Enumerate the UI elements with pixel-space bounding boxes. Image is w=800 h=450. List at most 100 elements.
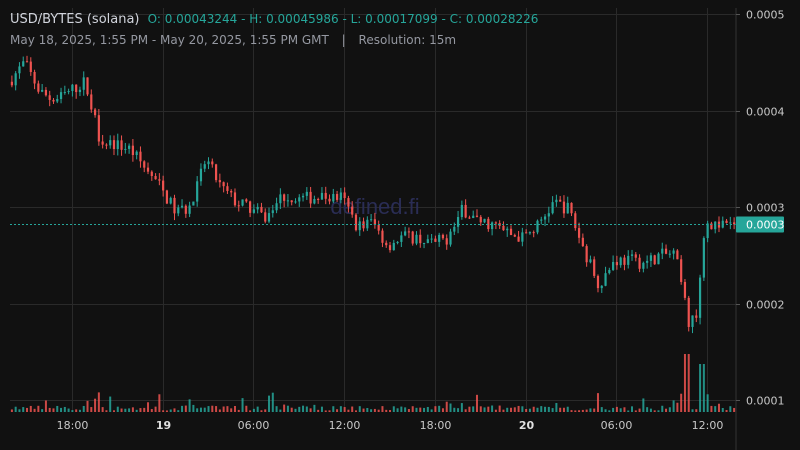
candle-body xyxy=(593,259,596,276)
volume-bar xyxy=(695,409,698,412)
candle-body xyxy=(271,210,274,214)
candle-body xyxy=(184,205,187,214)
candle-body xyxy=(116,140,119,150)
candle-body xyxy=(256,206,259,210)
volume-bar xyxy=(502,409,505,412)
current-price-label: 0.0003 xyxy=(746,219,785,232)
candle-body xyxy=(93,109,97,116)
volume-bar xyxy=(48,407,51,412)
time-tick-label: 20 xyxy=(519,419,535,432)
volume-bar xyxy=(721,407,724,412)
volume-bar xyxy=(385,409,388,412)
volume-bar xyxy=(230,408,233,412)
candle-body xyxy=(695,315,698,318)
candle-body xyxy=(649,255,653,261)
volume-bar xyxy=(528,408,531,412)
candle-body xyxy=(691,315,694,327)
volume-bar xyxy=(517,405,520,412)
candle-body xyxy=(324,192,327,199)
volume-bar xyxy=(26,407,29,412)
candle-body xyxy=(638,257,641,269)
candle-body xyxy=(559,199,562,202)
volume-bar xyxy=(415,407,418,412)
volume-bars xyxy=(10,354,736,412)
candle-body xyxy=(619,257,622,266)
candle-body xyxy=(570,202,573,214)
candle-body xyxy=(464,204,467,218)
volume-bar xyxy=(188,399,191,412)
candle-body xyxy=(199,168,203,182)
time-tick-label: 06:00 xyxy=(238,419,270,432)
volume-bar xyxy=(479,406,482,412)
volume-bar xyxy=(668,407,671,412)
volume-bar xyxy=(494,409,497,412)
candle-body xyxy=(600,285,603,289)
volume-bar xyxy=(147,402,150,412)
volume-bar xyxy=(339,406,342,412)
volume-bar xyxy=(680,393,683,412)
volume-bar xyxy=(358,406,361,412)
volume-bar xyxy=(192,404,195,412)
candle-body xyxy=(97,115,100,142)
volume-bar xyxy=(302,405,305,412)
time-tick-label: 12:00 xyxy=(329,419,361,432)
volume-bar xyxy=(305,406,308,412)
volume-bar xyxy=(249,410,252,412)
candle-body xyxy=(536,220,539,233)
candle-body xyxy=(37,83,40,92)
volume-bar xyxy=(94,398,97,412)
candle-body xyxy=(135,151,138,156)
candle-body xyxy=(612,262,615,270)
volume-bar xyxy=(196,408,199,412)
volume-bar xyxy=(33,408,36,412)
candle-body xyxy=(438,234,441,242)
candle-body xyxy=(411,231,414,244)
current-price-badge xyxy=(736,216,784,233)
candle-body xyxy=(506,228,509,231)
candle-body xyxy=(698,277,702,318)
candle-body xyxy=(581,237,584,247)
candle-body xyxy=(279,194,282,204)
volume-bar xyxy=(441,408,444,412)
time-axis: 18:00 19 06:00 12:00 18:00 20 06:00 12:00 xyxy=(57,419,724,432)
candle-body xyxy=(158,179,161,181)
candle-body xyxy=(657,253,660,265)
volume-bar xyxy=(540,406,543,412)
candle-body xyxy=(162,180,165,191)
volume-bar xyxy=(676,402,679,412)
volume-bar xyxy=(279,409,282,412)
candle-body xyxy=(196,181,199,202)
volume-bar xyxy=(559,407,562,412)
volume-bar xyxy=(589,408,592,412)
candle-body xyxy=(207,161,210,165)
header-line-2: May 18, 2025, 1:55 PM - May 20, 2025, 1:… xyxy=(10,33,456,47)
volume-bar xyxy=(366,408,369,412)
candle-body xyxy=(173,197,176,214)
candle-body xyxy=(101,141,104,145)
volume-bar xyxy=(177,410,180,412)
volume-bar xyxy=(445,401,448,412)
volume-bar xyxy=(347,409,350,412)
candle-body xyxy=(286,200,290,202)
volume-bar xyxy=(596,393,599,412)
candle-body xyxy=(18,66,21,74)
volume-bar xyxy=(135,409,138,412)
volume-bar xyxy=(506,407,509,412)
candle-body xyxy=(456,217,460,227)
candle-body xyxy=(150,171,153,177)
price-tick-label: 0.0002 xyxy=(746,299,785,312)
volume-bar xyxy=(426,406,429,412)
candle-body xyxy=(354,214,358,231)
candle-body xyxy=(177,207,180,214)
volume-bar xyxy=(510,407,513,412)
volume-bar xyxy=(600,407,603,412)
candle-body xyxy=(63,92,66,94)
volume-bar xyxy=(706,394,709,412)
time-tick-label: 12:00 xyxy=(692,419,724,432)
candle-body xyxy=(547,213,550,217)
volume-bar xyxy=(434,406,437,412)
candle-body xyxy=(441,234,445,239)
candle-body xyxy=(48,95,51,100)
volume-bar xyxy=(268,395,271,412)
